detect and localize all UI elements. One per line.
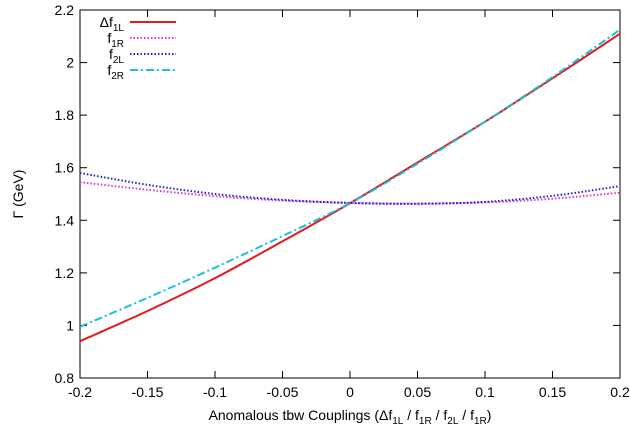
- y-tick-label: 1.2: [55, 265, 75, 281]
- y-tick-label: 2.2: [55, 2, 75, 18]
- x-tick-label: -0.15: [132, 384, 164, 400]
- x-tick-label: 0.1: [475, 384, 495, 400]
- series-lines: [79, 28, 621, 343]
- x-tick-label: -0.2: [68, 384, 92, 400]
- y-tick-label: 1.4: [55, 212, 75, 228]
- legend-label-f1R: f1R: [107, 30, 124, 50]
- x-tick-label: -0.05: [267, 384, 299, 400]
- series-line-f2R: [79, 28, 621, 328]
- plot-frame: [79, 9, 621, 379]
- y-tick-label: 1.6: [55, 160, 75, 176]
- y-tick-labels: 0.8 1 1.2 1.4 1.6 1.8 2 2.2: [55, 2, 75, 386]
- series-line-f1R: [79, 181, 621, 205]
- x-tick-label: 0.15: [539, 384, 566, 400]
- y-axis-title: Γ (GeV): [10, 170, 26, 219]
- x-tick-label: 0: [346, 384, 354, 400]
- y-tick-label: 2: [66, 55, 74, 71]
- x-tick-labels: -0.2 -0.15 -0.1 -0.05 0 0.05 0.1 0.15 0.2: [68, 384, 630, 400]
- y-tick-label: 1.8: [55, 107, 75, 123]
- x-tick-label: -0.1: [203, 384, 227, 400]
- series-line-f2L: [79, 171, 621, 205]
- x-tick-label: 0.05: [404, 384, 431, 400]
- x-axis-title: Anomalous tbw Couplings (Δf1L / f1R / f2…: [209, 407, 492, 427]
- tick-marks: [79, 9, 621, 379]
- y-tick-label: 0.8: [55, 370, 75, 386]
- legend-label-f2L: f2L: [109, 46, 124, 66]
- legend-label-df1L: Δf1L: [100, 14, 125, 34]
- y-tick-label: 1: [66, 317, 74, 333]
- x-tick-label: 0.2: [610, 384, 630, 400]
- series-line-df1L: [79, 32, 621, 343]
- legend-label-f2R: f2R: [107, 62, 124, 82]
